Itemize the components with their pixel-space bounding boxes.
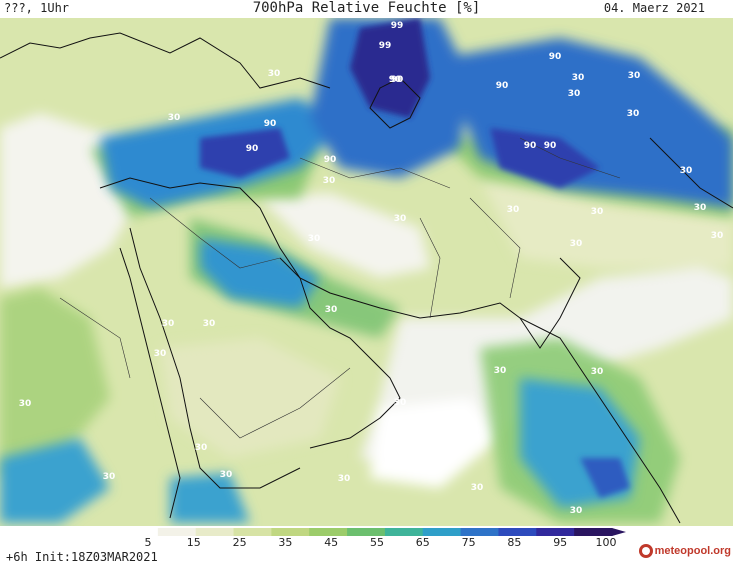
contour-label: 30 <box>338 474 351 484</box>
contour-label: 30 <box>680 166 693 176</box>
contour-label: 30 <box>168 113 181 123</box>
contour-label: 30 <box>154 349 167 359</box>
colorbar-swatch <box>574 528 613 536</box>
contour-label: 90 <box>496 81 509 91</box>
contour-label: 90 <box>391 75 404 85</box>
contour-label: 90 <box>544 141 557 151</box>
colorbar-swatch <box>384 528 424 536</box>
colorbar-swatch <box>271 528 310 536</box>
footer: 5 15 25 35 45 55 65 75 85 95 100 +6h Init:18Z03MAR… <box>0 526 733 566</box>
contour-label: 90 <box>324 155 337 165</box>
borders <box>59 137 621 439</box>
colorbar-swatch <box>309 528 348 536</box>
contour-label: 90 <box>246 144 259 154</box>
colorbar-arrow <box>612 528 626 536</box>
contour-label: 90 <box>524 141 537 151</box>
colorbar-tick-label: 25 <box>233 536 247 548</box>
colorbar-swatch <box>157 528 197 536</box>
colorbar-tick-label: 75 <box>462 536 476 548</box>
contour-label: 30 <box>627 109 640 119</box>
colorbar-swatch <box>536 528 575 536</box>
contour-label: 30 <box>568 89 581 99</box>
contour-label: 30 <box>570 239 583 249</box>
contour-label: 30 <box>628 71 641 81</box>
brand-text: meteopool.org <box>654 545 731 557</box>
colorbar-swatch <box>347 528 386 536</box>
contour-label: 30 <box>323 176 336 186</box>
contour-label: 30 <box>570 506 583 516</box>
colorbar-tick-label: 65 <box>416 536 430 548</box>
init-time-label: +6h Init:18Z03MAR2021 <box>6 550 158 564</box>
coastlines <box>0 32 733 524</box>
contour-label: 30 <box>19 399 32 409</box>
contour-label: 30 <box>471 483 484 493</box>
colorbar-tick-label: 55 <box>370 536 384 548</box>
colorbar-tick-label: 15 <box>187 536 201 548</box>
contour-label: 99 <box>391 21 404 31</box>
colorbar-tick-label: 45 <box>324 536 338 548</box>
meteopool-logo-icon <box>638 544 653 558</box>
header-bar: ???, 1Uhr 700hPa Relative Feuchte [%] 04… <box>0 0 733 18</box>
colorbar-swatch <box>195 528 235 536</box>
colorbar-tick-label: 100 <box>596 536 617 548</box>
map-title: 700hPa Relative Feuchte [%] <box>252 0 481 16</box>
contour-label: 99 <box>379 41 392 51</box>
contour-label: 30 <box>162 319 175 329</box>
contour-label: 30 <box>195 443 208 453</box>
contour-label: 30 <box>325 305 338 315</box>
colorbar-swatch <box>422 528 462 536</box>
colorbar: 5 15 25 35 45 55 65 75 85 95 100 <box>120 528 626 548</box>
contour-label: 30 <box>203 319 216 329</box>
contour-label: 30 <box>220 470 233 480</box>
contour-label: 30 <box>694 203 707 213</box>
contour-label: 90 <box>389 75 402 85</box>
contour-label: 30 <box>308 234 321 244</box>
contour-label: 30 <box>711 231 724 241</box>
contour-label: 30 <box>507 205 520 215</box>
contour-label: 90 <box>549 52 562 62</box>
contour-label: 30 <box>103 472 116 482</box>
contour-label: 90 <box>264 119 277 129</box>
colorbar-swatch <box>498 528 537 536</box>
forecast-time-label: ???, 1Uhr <box>4 1 70 15</box>
contour-label: 30 <box>394 214 407 224</box>
forecast-date: 04. Maerz 2021 <box>603 1 705 15</box>
contour-label: 30 <box>572 73 585 83</box>
colorbar-tick-label: 95 <box>553 536 567 548</box>
colorbar-swatch <box>460 528 499 536</box>
contour-label: 30 <box>591 367 604 377</box>
contour-label: 30 <box>494 366 507 376</box>
humidity-field <box>0 18 733 526</box>
brand[interactable]: meteopool.org <box>638 544 731 558</box>
colorbar-tick-label: 5 <box>145 536 152 548</box>
colorbar-swatch <box>120 528 159 536</box>
colorbar-tick-label: 35 <box>278 536 292 548</box>
contour-label: 30 <box>591 207 604 217</box>
colorbar-tick-label: 85 <box>507 536 521 548</box>
colorbar-swatch <box>233 528 272 536</box>
contour-label: 30 <box>394 398 407 408</box>
contour-label: 30 <box>268 69 281 79</box>
